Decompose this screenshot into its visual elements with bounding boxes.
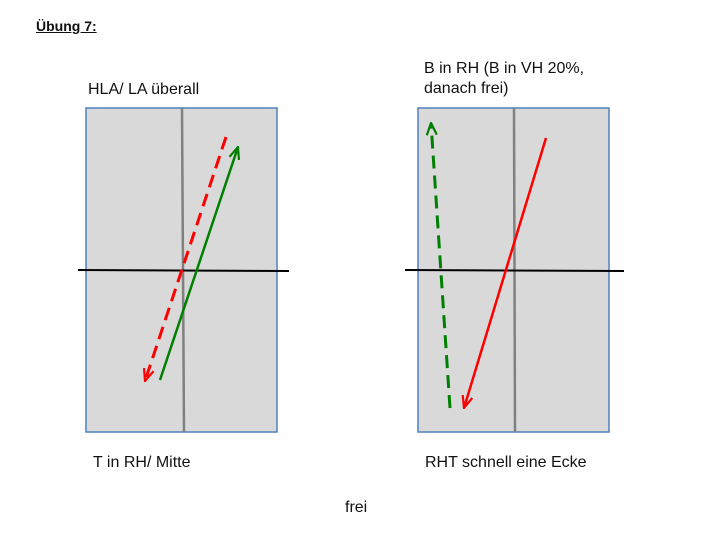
right-court-top-label: B in RH (B in VH 20%, danach frei) [424, 59, 584, 99]
solid-arrow-icon [158, 147, 238, 381]
left-court-top-label: HLA/ LA überall [88, 81, 200, 98]
solid-arrow-icon [464, 137, 548, 408]
right-court [404, 107, 625, 433]
right-court-top-label-line1: B in RH (B in VH 20%, [424, 60, 585, 77]
left-court [77, 107, 290, 433]
dashed-arrow-icon [431, 123, 452, 409]
left-court-net-line [77, 269, 290, 272]
right-court-net-line [404, 269, 625, 272]
dashed-arrow-icon [145, 136, 228, 381]
left-court-bottom-label: T in RH/ Mitte [93, 454, 191, 471]
exercise-title: Übung 7: [36, 18, 97, 34]
right-court-top-label-line2: danach frei) [424, 80, 509, 97]
right-court-bottom-label: RHT schnell eine Ecke [425, 454, 587, 471]
footer-label: frei [345, 499, 368, 516]
